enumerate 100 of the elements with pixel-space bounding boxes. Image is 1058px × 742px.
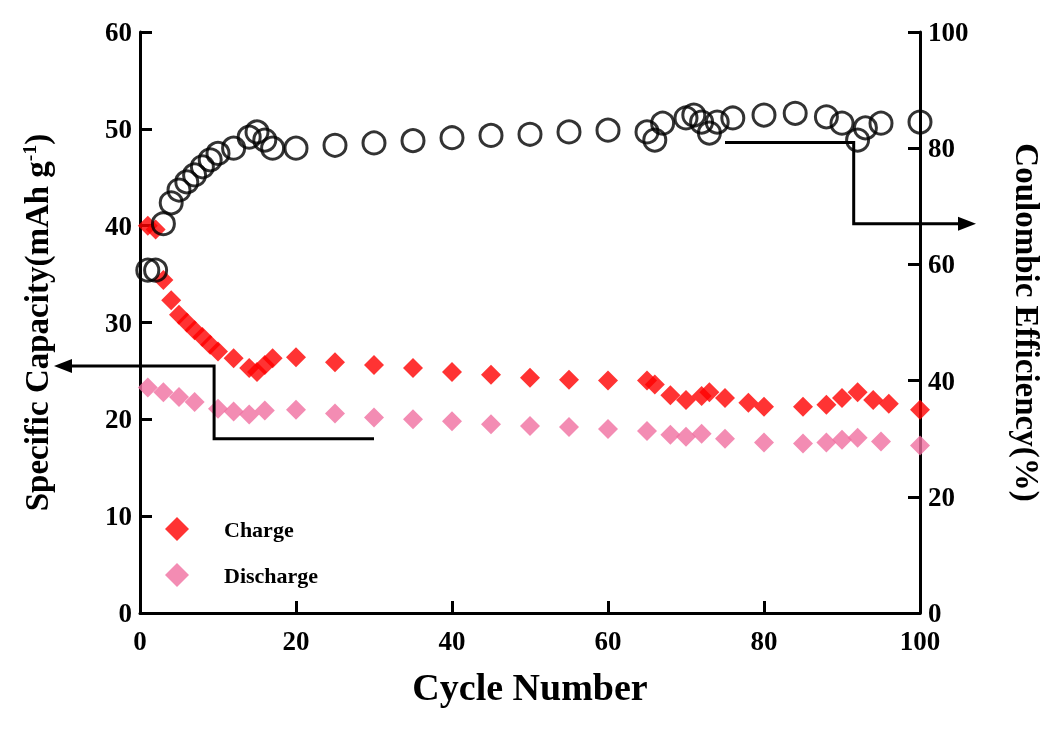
point [863,389,884,410]
point [403,409,423,430]
point [364,355,384,376]
y2-tick-label: 0 [928,598,942,628]
y2-axis-title: Coulombic Efficiency(%) [1007,143,1045,502]
point [660,424,681,445]
point [813,104,839,130]
point [595,117,621,143]
point [715,388,735,409]
point [239,404,260,425]
point [143,257,169,283]
point [852,115,878,141]
point [262,348,283,369]
point [816,394,837,415]
legend-label: Discharge [224,562,319,588]
point [520,367,540,388]
point [660,385,681,406]
point [673,105,699,131]
point [910,435,930,456]
point [221,135,247,161]
y-tick-label: 0 [118,598,132,628]
point [135,257,161,283]
x-tick-label: 20 [282,625,310,656]
point [847,427,868,448]
point [403,358,423,379]
point [161,290,182,311]
point [150,211,176,237]
point [868,110,894,136]
point [197,147,223,173]
x-axis-title: Cycle Number [412,666,648,708]
point [252,127,278,153]
point [738,392,759,413]
point [782,100,808,126]
point [481,364,501,385]
point [517,121,543,147]
point [325,403,345,424]
point [715,428,735,449]
point [559,369,579,390]
y-tick-label: 30 [105,307,132,338]
point [260,135,286,161]
point [169,387,189,408]
point [676,389,696,410]
x-tick-label: 100 [899,625,941,656]
point [847,382,868,403]
point [322,132,348,158]
point [189,154,215,180]
point [166,177,192,203]
point [325,352,345,373]
y-axis-title: Specific Capacity(mAh g-1) [17,133,56,512]
point [286,399,306,420]
point [236,124,262,150]
point [442,411,462,432]
point [364,407,384,428]
point [689,109,715,135]
point [832,429,852,450]
point [634,119,660,145]
point [223,401,244,422]
point [559,417,579,438]
point [910,399,930,420]
point [832,388,852,409]
point [361,130,387,156]
point [816,432,837,453]
point [223,348,244,369]
x-tick-label: 40 [438,625,466,656]
point [644,374,665,395]
point [871,431,891,452]
point [598,419,618,440]
y-tick-label: 20 [105,404,132,435]
point [184,391,205,412]
point [845,127,871,153]
y-tick-label: 40 [105,210,132,241]
point [205,140,231,166]
point [676,426,696,447]
point [442,361,462,382]
point [137,377,158,398]
y2-tick-label: 60 [928,249,955,280]
point [878,393,899,414]
point [481,414,501,435]
point [208,341,228,362]
point [829,110,855,136]
x-tick-label: 80 [750,625,778,656]
legend-label: Charge [224,516,294,542]
point [650,110,676,136]
point [478,122,504,148]
point [400,128,426,154]
point [793,433,813,454]
y2-tick-label: 40 [928,365,955,396]
y-tick-label: 50 [105,113,132,144]
point [520,416,540,437]
point [699,382,720,403]
y2-tick-label: 80 [928,133,955,164]
point [637,420,657,441]
point [556,119,582,145]
point [283,135,309,161]
point [754,396,774,417]
y-tick-label: 60 [105,17,132,47]
point [286,347,306,368]
x-tick-label: 60 [594,625,622,656]
point [696,120,722,146]
point [244,119,270,145]
